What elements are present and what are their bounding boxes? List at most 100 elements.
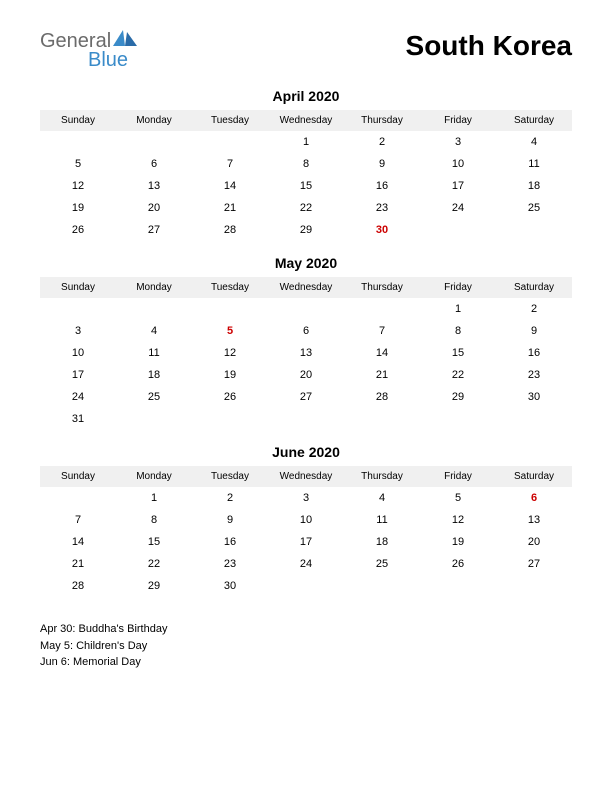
calendar-cell — [116, 131, 192, 153]
calendar-cell: 20 — [268, 364, 344, 386]
day-header: Saturday — [496, 466, 572, 487]
calendar-cell: 4 — [344, 487, 420, 509]
calendar-cell: 18 — [344, 531, 420, 553]
calendar-cell: 16 — [496, 342, 572, 364]
calendar-cell: 12 — [192, 342, 268, 364]
calendar-cell: 15 — [116, 531, 192, 553]
calendar-cell: 29 — [420, 386, 496, 408]
calendar-cell: 1 — [268, 131, 344, 153]
calendar-cell: 5 — [40, 153, 116, 175]
calendar-cell: 25 — [496, 197, 572, 219]
calendar-cell: 26 — [40, 219, 116, 241]
calendar-cell: 13 — [268, 342, 344, 364]
calendar-cell: 14 — [40, 531, 116, 553]
calendar-cell: 5 — [420, 487, 496, 509]
calendar-cell: 23 — [496, 364, 572, 386]
calendar-cell: 21 — [40, 553, 116, 575]
calendar-cell: 8 — [116, 509, 192, 531]
calendar-cell: 7 — [192, 153, 268, 175]
day-header: Saturday — [496, 110, 572, 131]
calendar-cell — [496, 575, 572, 597]
holiday-note: Jun 6: Memorial Day — [40, 654, 572, 671]
header: General Blue South Korea — [40, 30, 572, 70]
day-header: Sunday — [40, 110, 116, 131]
calendar-cell: 21 — [344, 364, 420, 386]
day-header: Thursday — [344, 277, 420, 298]
month-title: June 2020 — [40, 444, 572, 460]
holiday-notes: Apr 30: Buddha's BirthdayMay 5: Children… — [40, 621, 572, 671]
day-header: Tuesday — [192, 110, 268, 131]
calendar-cell: 9 — [496, 320, 572, 342]
calendar-cell: 8 — [268, 153, 344, 175]
table-row: 24252627282930 — [40, 386, 572, 408]
calendar-cell: 15 — [268, 175, 344, 197]
calendar-cell: 13 — [496, 509, 572, 531]
calendar-cell: 27 — [496, 553, 572, 575]
holiday-note: May 5: Children's Day — [40, 638, 572, 655]
calendar-cell: 2 — [192, 487, 268, 509]
page-title: South Korea — [406, 30, 572, 62]
table-row: 21222324252627 — [40, 553, 572, 575]
calendar-cell: 25 — [344, 553, 420, 575]
calendar-cell: 3 — [420, 131, 496, 153]
calendar-cell: 13 — [116, 175, 192, 197]
day-header: Thursday — [344, 110, 420, 131]
calendar-cell — [420, 575, 496, 597]
calendar-cell: 19 — [420, 531, 496, 553]
day-header: Friday — [420, 110, 496, 131]
day-header: Monday — [116, 110, 192, 131]
table-row: 567891011 — [40, 153, 572, 175]
calendar-cell: 7 — [344, 320, 420, 342]
calendar-cell — [40, 487, 116, 509]
calendar-cell: 19 — [40, 197, 116, 219]
calendar-cell: 10 — [268, 509, 344, 531]
calendar-cell: 28 — [40, 575, 116, 597]
calendar-cell: 30 — [344, 219, 420, 241]
calendar-cell — [496, 408, 572, 430]
page: General Blue South Korea April 2020Sunda… — [0, 0, 612, 691]
calendar-cell: 11 — [344, 509, 420, 531]
day-header: Friday — [420, 277, 496, 298]
calendar-cell: 2 — [496, 298, 572, 320]
calendar-cell: 23 — [344, 197, 420, 219]
calendar-cell: 4 — [496, 131, 572, 153]
day-header: Monday — [116, 277, 192, 298]
calendar-cell — [192, 131, 268, 153]
holiday-note: Apr 30: Buddha's Birthday — [40, 621, 572, 638]
calendar-cell: 28 — [344, 386, 420, 408]
calendar-cell: 31 — [40, 408, 116, 430]
calendar-cell: 5 — [192, 320, 268, 342]
table-row: 19202122232425 — [40, 197, 572, 219]
table-row: 10111213141516 — [40, 342, 572, 364]
day-header: Monday — [116, 466, 192, 487]
day-header: Wednesday — [268, 466, 344, 487]
calendar-cell: 27 — [268, 386, 344, 408]
calendar-cell: 12 — [40, 175, 116, 197]
calendar-cell — [344, 408, 420, 430]
calendar-cell — [420, 408, 496, 430]
table-row: 14151617181920 — [40, 531, 572, 553]
calendar-cell: 30 — [192, 575, 268, 597]
calendar-cell: 25 — [116, 386, 192, 408]
calendar-cell: 9 — [192, 509, 268, 531]
logo-text-blue: Blue — [88, 50, 128, 70]
table-row: 12 — [40, 298, 572, 320]
day-header: Friday — [420, 466, 496, 487]
day-header: Tuesday — [192, 277, 268, 298]
calendar-cell: 22 — [420, 364, 496, 386]
calendar-table: SundayMondayTuesdayWednesdayThursdayFrid… — [40, 110, 572, 241]
calendar-cell — [496, 219, 572, 241]
table-row: 123456 — [40, 487, 572, 509]
calendar-cell: 17 — [420, 175, 496, 197]
table-row: 12131415161718 — [40, 175, 572, 197]
month-title: May 2020 — [40, 255, 572, 271]
calendar-cell: 19 — [192, 364, 268, 386]
calendar-cell: 22 — [116, 553, 192, 575]
calendar-cell — [420, 219, 496, 241]
table-row: 78910111213 — [40, 509, 572, 531]
table-row: 1234 — [40, 131, 572, 153]
calendar-cell: 18 — [116, 364, 192, 386]
calendar-cell — [192, 298, 268, 320]
table-row: 3456789 — [40, 320, 572, 342]
calendar-cell: 22 — [268, 197, 344, 219]
